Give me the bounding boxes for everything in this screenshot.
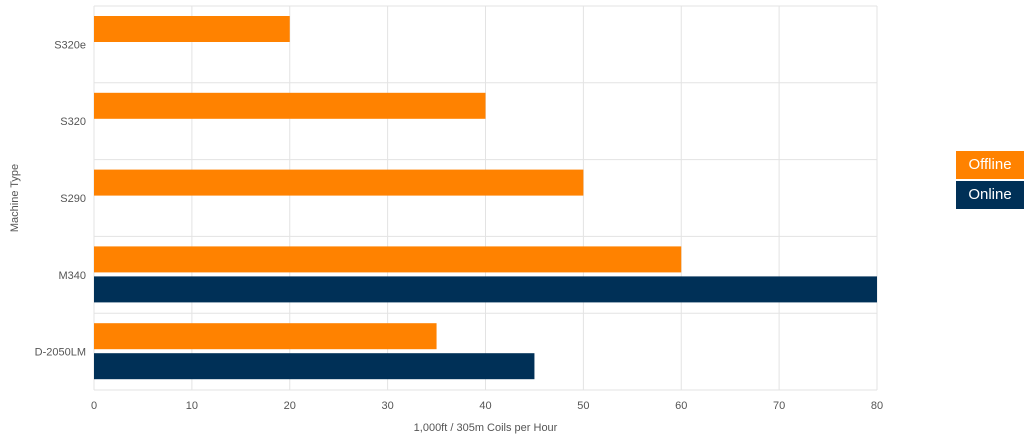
bar-offline-s290[interactable] bbox=[94, 169, 584, 196]
bars bbox=[94, 16, 877, 380]
x-tick-label: 50 bbox=[577, 400, 589, 412]
x-axis-title: 1,000ft / 305m Coils per Hour bbox=[414, 422, 558, 434]
x-tick-label: 40 bbox=[479, 400, 491, 412]
y-tick-label: S290 bbox=[60, 193, 86, 205]
bar-offline-s320e[interactable] bbox=[94, 16, 290, 42]
x-tick-label: 60 bbox=[675, 400, 687, 412]
x-tick-label: 30 bbox=[382, 400, 394, 412]
x-tick-label: 70 bbox=[773, 400, 785, 412]
y-tick-label: S320 bbox=[60, 116, 86, 128]
y-tick-label: D-2050LM bbox=[35, 347, 86, 359]
y-tick-label: S320e bbox=[54, 39, 86, 51]
y-tick-labels: S320e S320 S290 M340 D-2050LM bbox=[35, 39, 86, 358]
legend: Offline Online bbox=[956, 151, 1024, 211]
bar-offline-m340[interactable] bbox=[94, 246, 682, 273]
legend-item-offline[interactable]: Offline bbox=[956, 151, 1024, 179]
x-tick-label: 0 bbox=[91, 400, 97, 412]
y-tick-label: M340 bbox=[58, 270, 86, 282]
y-axis-title: Machine Type bbox=[9, 164, 21, 232]
bar-online-d-2050lm[interactable] bbox=[94, 353, 535, 380]
grid-lines bbox=[93, 5, 878, 391]
x-tick-label: 20 bbox=[284, 400, 296, 412]
bar-offline-d-2050lm[interactable] bbox=[94, 323, 437, 350]
bar-online-m340[interactable] bbox=[94, 276, 877, 303]
legend-item-online[interactable]: Online bbox=[956, 181, 1024, 209]
bar-offline-s320[interactable] bbox=[94, 92, 486, 119]
x-tick-label: 80 bbox=[871, 400, 883, 412]
x-tick-label: 10 bbox=[186, 400, 198, 412]
x-tick-labels: 0 10 20 30 40 50 60 70 80 bbox=[91, 400, 883, 412]
